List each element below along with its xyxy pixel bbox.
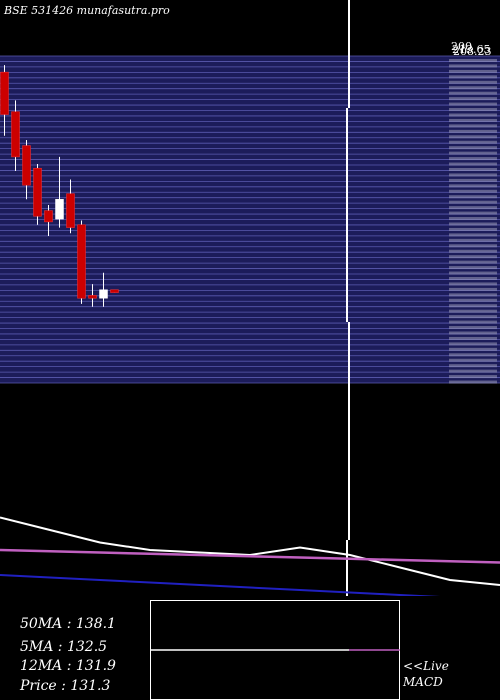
candle-body — [55, 199, 64, 220]
price-label-mark — [449, 80, 497, 84]
price-label-mark — [449, 293, 497, 297]
price-label-mark — [449, 91, 497, 95]
price-label-mark — [449, 260, 497, 264]
stat-ma12: 12MA : 131.9 — [20, 658, 116, 674]
price-label-mark — [449, 173, 497, 177]
top-price-label-2: 213.65 — [452, 43, 491, 56]
price-label-mark — [449, 97, 497, 101]
price-label-mark — [449, 146, 497, 150]
ma-line-12ma — [0, 548, 500, 564]
stats-panel — [0, 596, 500, 700]
candles — [0, 65, 119, 307]
price-label-mark — [449, 135, 497, 139]
ma-line-50ma — [0, 574, 500, 601]
price-label-mark — [449, 118, 497, 122]
chart-title: BSE 531426 munafasutra.pro — [3, 4, 170, 17]
price-label-mark — [449, 59, 497, 62]
price-label-mark — [449, 244, 497, 248]
moving-averages — [0, 516, 500, 601]
price-label-mark — [449, 358, 497, 362]
price-label-mark — [449, 195, 497, 199]
price-label-mark — [449, 282, 497, 286]
price-label-mark — [449, 129, 497, 133]
price-label-mark — [449, 353, 497, 357]
candle-body — [110, 289, 119, 293]
price-label-mark — [449, 102, 497, 106]
price-label-mark — [449, 124, 497, 128]
candle-body — [99, 289, 108, 299]
ma-line-5ma — [0, 516, 500, 586]
price-label-mark — [449, 162, 497, 166]
price-label-mark — [449, 304, 497, 308]
price-label-mark — [449, 266, 497, 270]
price-label-mark — [449, 331, 497, 335]
price-label-mark — [449, 342, 497, 346]
price-label-mark — [449, 184, 497, 188]
price-label-mark — [449, 287, 497, 291]
price-label-mark — [449, 75, 497, 79]
price-label-mark — [449, 249, 497, 253]
price-label-mark — [449, 375, 497, 379]
price-label-mark — [449, 364, 497, 368]
price-label-mark — [449, 326, 497, 330]
price-label-mark — [449, 64, 497, 68]
price-label-mark — [449, 140, 497, 144]
price-label-mark — [449, 206, 497, 210]
stat-price: Price : 131.3 — [19, 678, 111, 694]
price-label-mark — [449, 298, 497, 302]
price-label-mark — [449, 277, 497, 280]
price-label-mark — [449, 108, 497, 112]
candle-body — [22, 145, 31, 186]
price-label-mark — [449, 200, 497, 204]
price-labels: 200 213.65 208.23 — [449, 40, 497, 384]
grid-area — [0, 55, 500, 384]
top-price-label-1: 200 — [451, 40, 472, 53]
price-label-mark — [449, 157, 497, 161]
candle-body — [77, 224, 86, 299]
candle-body — [11, 111, 20, 158]
price-label-mark — [449, 222, 497, 226]
price-label-mark — [449, 238, 497, 242]
candle-body — [66, 193, 75, 228]
price-label-stack — [449, 59, 497, 384]
price-label-mark — [449, 271, 497, 275]
price-label-mark — [449, 211, 497, 215]
price-label-mark — [449, 217, 497, 221]
price-label-mark — [449, 309, 497, 313]
price-label-mark — [449, 227, 497, 231]
price-label-mark — [449, 336, 497, 340]
live-link[interactable]: <<Live — [403, 659, 449, 673]
price-label-mark — [449, 255, 497, 259]
candle-body — [88, 295, 97, 299]
price-label-mark — [449, 151, 497, 155]
price-label-mark — [449, 189, 497, 193]
price-label-mark — [449, 347, 497, 351]
stat-ma5: 5MA : 132.5 — [20, 639, 107, 655]
price-label-mark — [449, 178, 497, 182]
stat-ma50: 50MA : 138.1 — [20, 616, 116, 632]
price-label-mark — [449, 315, 497, 319]
price-label-mark — [449, 233, 497, 237]
top-price-label-3: 208.23 — [453, 45, 492, 58]
candle-body — [33, 167, 42, 217]
macd-label: MACD — [402, 675, 443, 689]
price-label-mark — [449, 86, 497, 90]
price-label-mark — [449, 369, 497, 373]
candle-body — [44, 210, 53, 223]
candle-body — [0, 71, 9, 115]
price-label-mark — [449, 380, 497, 384]
price-label-mark — [449, 320, 497, 324]
price-label-mark — [449, 69, 497, 73]
price-label-mark — [449, 168, 497, 171]
price-label-mark — [449, 113, 497, 117]
